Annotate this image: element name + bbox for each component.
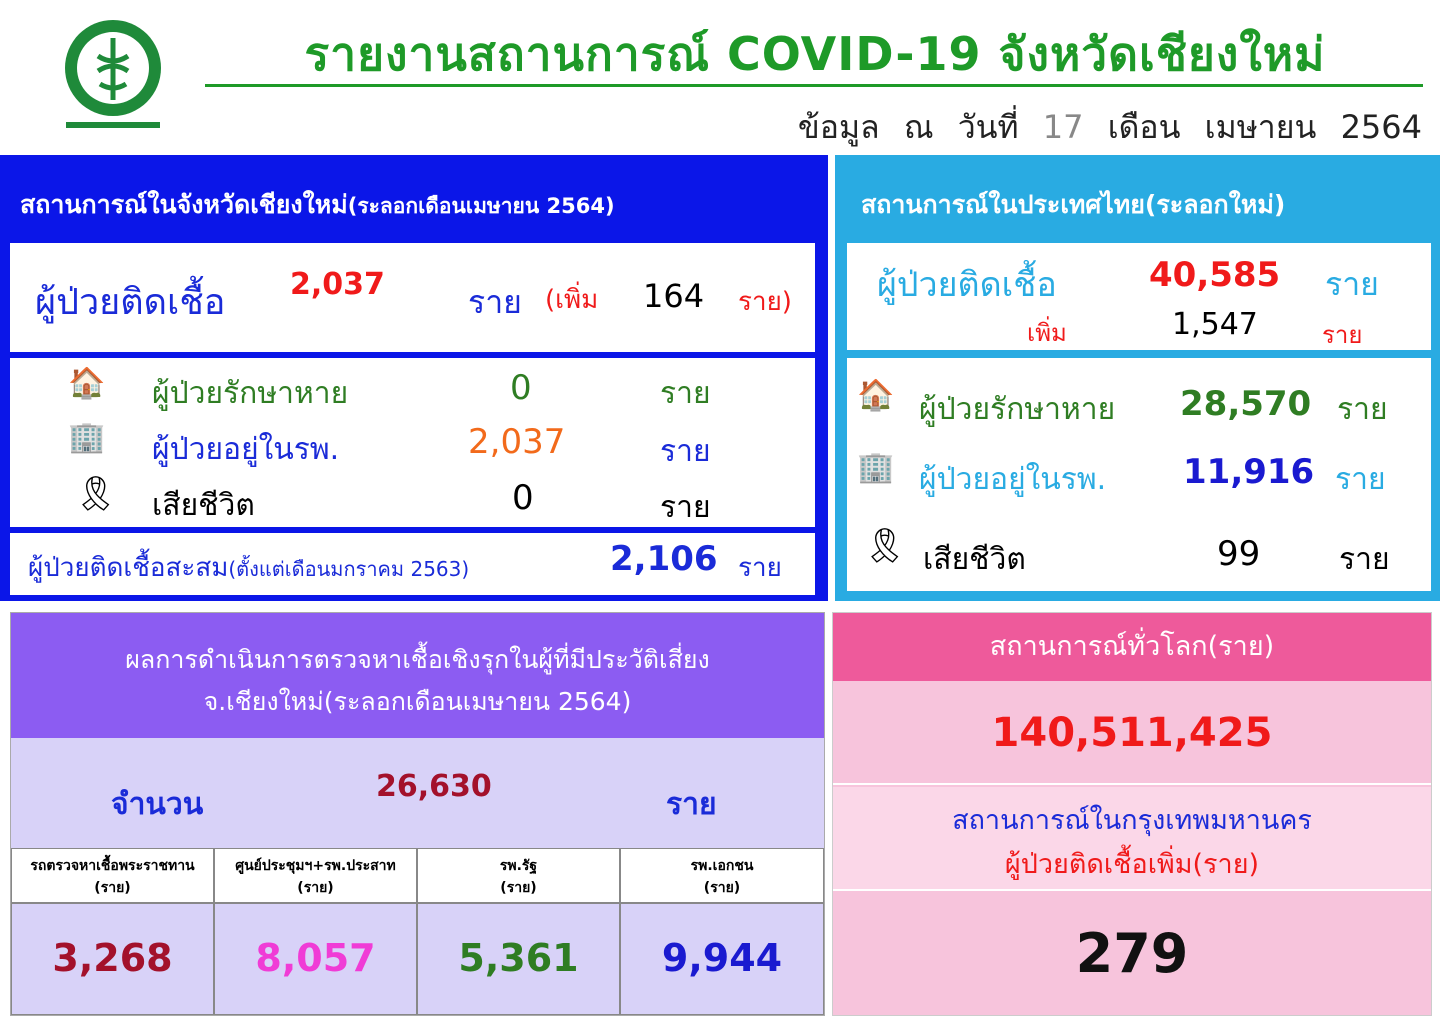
column-header: รถตรวจหาเชื้อพระราชทาน (ราย)	[11, 848, 214, 903]
increase-value: 1,547	[1172, 307, 1258, 342]
column-label: รพ.รัฐ	[499, 858, 538, 874]
thailand-panel: สถานการณ์ในประเทศไทย(ระลอกใหม่) ผู้ป่วยต…	[835, 155, 1440, 601]
date-prefix: ข้อมูล ณ วันที่	[797, 108, 1019, 146]
unit: ราย	[1335, 462, 1386, 497]
unit: ราย	[738, 553, 782, 583]
unit: ราย	[1337, 392, 1388, 427]
recovered-label: ผู้ป่วยรักษาหาย	[919, 392, 1116, 427]
unit: ราย	[1325, 265, 1379, 303]
column-value: 3,268	[11, 903, 214, 1015]
death-value: 99	[1217, 534, 1261, 574]
increase-unit: ราย)	[738, 287, 792, 317]
count-label: จำนวน	[111, 787, 204, 822]
house-icon: 🏠	[68, 366, 106, 401]
column-label: ศูนย์ประชุมฯ+รพ.ประสาท	[235, 858, 396, 874]
unit: ราย	[660, 490, 711, 525]
recovered-value: 28,570	[1180, 384, 1312, 424]
column-value: 8,057	[214, 903, 417, 1015]
hospital-icon: 🏢	[68, 420, 106, 455]
infected-value: 2,037	[290, 267, 385, 302]
date-month: เมษายน	[1204, 108, 1317, 146]
province-status-box: 🏠 ผู้ป่วยรักษาหาย 0 ราย 🏢 ผู้ป่วยอยู่ในร…	[10, 358, 815, 527]
column-value: 5,361	[417, 903, 620, 1015]
death-label: เสียชีวิต	[152, 488, 255, 523]
column-unit: (ราย)	[297, 880, 334, 896]
column-header: รพ.รัฐ (ราย)	[417, 848, 620, 903]
world-total: 140,511,425	[833, 681, 1431, 785]
column-label: รถตรวจหาเชื้อพระราชทาน	[30, 858, 195, 874]
bkk-title: สถานการณ์ในกรุงเทพมหานคร ผู้ป่วยติดเชื้อเ…	[833, 787, 1431, 891]
unit: ราย	[666, 787, 717, 822]
infected-label: ผู้ป่วยติดเชื้อ	[35, 282, 226, 323]
column-header: รพ.เอกชน (ราย)	[620, 848, 824, 903]
thailand-status-box: 🏠 ผู้ป่วยรักษาหาย 28,570 ราย 🏢 ผู้ป่วยอย…	[847, 358, 1431, 591]
column-value: 9,944	[620, 903, 824, 1015]
infected-value: 40,585	[1149, 255, 1281, 295]
column-unit: (ราย)	[94, 880, 131, 896]
recovered-label: ผู้ป่วยรักษาหาย	[152, 376, 349, 411]
death-label: เสียชีวิต	[923, 542, 1026, 577]
house-icon: 🏠	[857, 378, 895, 413]
unit: ราย	[660, 434, 711, 469]
increase-label: (เพิ่ม	[545, 285, 599, 315]
death-value: 0	[512, 478, 534, 518]
cumulative-label: ผู้ป่วยติดเชื้อสะสม(ตั้งแต่เดือนมกราคม 2…	[28, 553, 470, 583]
unit: ราย	[468, 283, 522, 321]
column-header: ศูนย์ประชุมฯ+รพ.ประสาท (ราย)	[214, 848, 417, 903]
black-ribbon-icon: 🎗	[863, 526, 907, 566]
recovered-value: 0	[510, 368, 532, 408]
page-title: รายงานสถานการณ์ COVID-19 จังหวัดเชียงใหม…	[304, 27, 1326, 81]
hospital-icon: 🏢	[857, 450, 895, 485]
hospital-label: ผู้ป่วยอยู่ในรพ.	[152, 432, 340, 467]
column-unit: (ราย)	[500, 880, 537, 896]
cumulative-value: 2,106	[610, 539, 718, 579]
hospital-value: 11,916	[1183, 452, 1315, 492]
month-label: เดือน	[1107, 108, 1181, 146]
province-panel: สถานการณ์ในจังหวัดเชียงใหม่(ระลอกเดือนเม…	[0, 155, 828, 601]
ministry-logo	[65, 20, 161, 128]
date-year: 2564	[1340, 108, 1422, 146]
column-unit: (ราย)	[703, 880, 741, 896]
date-day: 17	[1042, 108, 1084, 146]
infected-label: ผู้ป่วยติดเชื้อ	[877, 265, 1057, 305]
increase-label: เพิ่ม	[1027, 319, 1067, 347]
hospital-label: ผู้ป่วยอยู่ในรพ.	[919, 462, 1107, 497]
thailand-title: สถานการณ์ในประเทศไทย(ระลอกใหม่)	[861, 190, 1286, 219]
black-ribbon-icon: 🎗	[74, 474, 118, 514]
testing-title: ผลการดำเนินการตรวจหาเชื้อเชิงรุกในผู้ที่…	[11, 613, 824, 738]
unit: ราย	[660, 376, 711, 411]
count-value: 26,630	[376, 769, 492, 804]
province-infected-box: ผู้ป่วยติดเชื้อ 2,037 ราย (เพิ่ม 164 ราย…	[10, 243, 815, 352]
title-divider	[205, 84, 1423, 87]
world-panel: สถานการณ์ทั่วโลก(ราย) 140,511,425 สถานกา…	[832, 612, 1432, 1016]
unit: ราย	[1339, 542, 1390, 577]
increase-value: 164	[643, 277, 705, 315]
report-date: ข้อมูล ณ วันที่ 17 เดือน เมษายน 2564	[798, 102, 1422, 153]
column-label: รพ.เอกชน	[690, 858, 754, 874]
bkk-value: 279	[1075, 922, 1189, 985]
unit: ราย	[1322, 321, 1363, 349]
province-title: สถานการณ์ในจังหวัดเชียงใหม่(ระลอกเดือนเม…	[20, 190, 615, 219]
world-title: สถานการณ์ทั่วโลก(ราย)	[833, 613, 1431, 681]
thailand-infected-box: ผู้ป่วยติดเชื้อ 40,585 ราย เพิ่ม 1,547 ร…	[847, 243, 1431, 350]
hospital-value: 2,037	[468, 422, 566, 462]
province-cumulative-box: ผู้ป่วยติดเชื้อสะสม(ตั้งแต่เดือนมกราคม 2…	[10, 533, 815, 595]
testing-panel: ผลการดำเนินการตรวจหาเชื้อเชิงรุกในผู้ที่…	[10, 612, 825, 1016]
